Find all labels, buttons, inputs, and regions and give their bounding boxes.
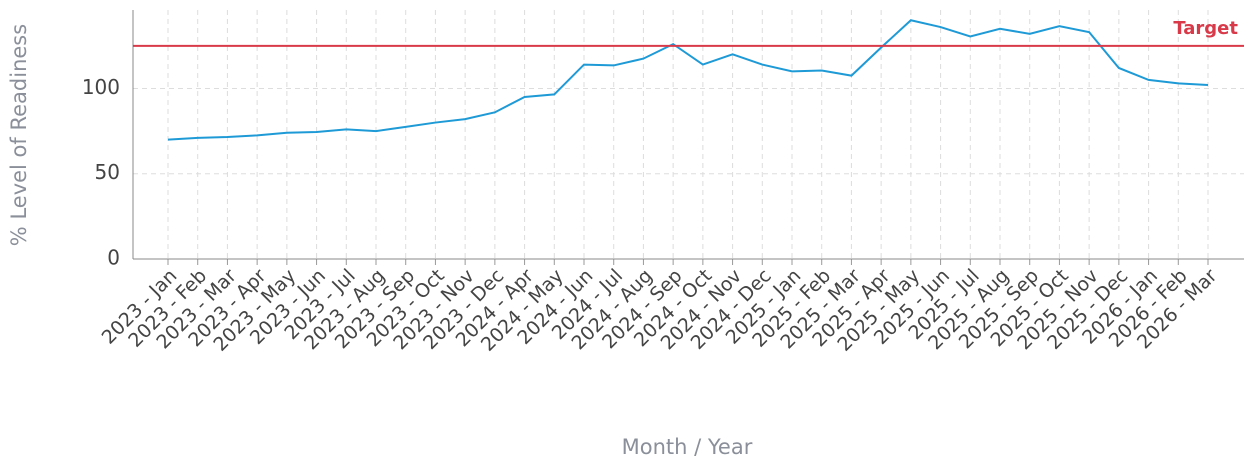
y-tick-label: 100 xyxy=(82,75,120,99)
y-axis-title: % Level of Readiness xyxy=(7,24,31,246)
line xyxy=(167,19,1209,141)
y-tick-label: 0 xyxy=(107,246,120,270)
x-axis-title: Month / Year xyxy=(622,435,753,459)
y-tick-label: 50 xyxy=(95,160,120,184)
target-label: Target xyxy=(1173,18,1238,39)
